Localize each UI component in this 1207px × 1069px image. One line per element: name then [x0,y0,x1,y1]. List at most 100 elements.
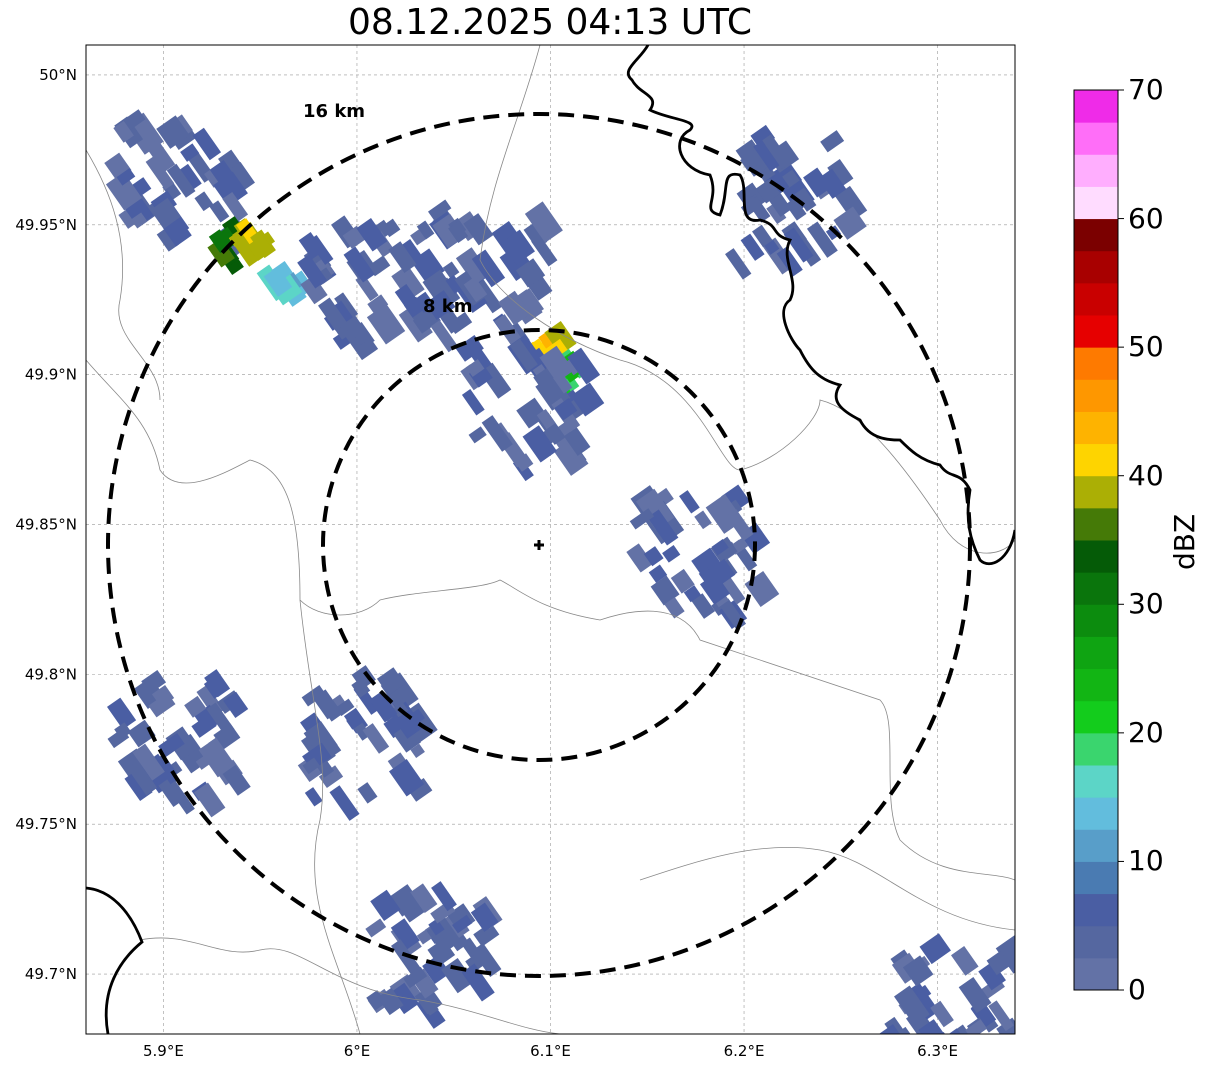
precip-pixel [158,779,183,807]
colorbar-segment [1074,893,1118,927]
x-tick-label: 6°E [344,1042,371,1060]
y-tick-label: 49.95°N [15,216,77,234]
precip-pixel [833,206,867,240]
precip-pixel [312,689,341,720]
precip-pixel [369,691,398,723]
precip-pixel [302,757,321,775]
precip-pixel [301,685,326,707]
precip-pixel [691,593,716,619]
precip-pixel [401,900,425,923]
colorbar-segment [1074,668,1118,702]
colorbar-tick-label: 20 [1128,715,1164,749]
colorbar-segment [1074,411,1118,445]
precip-pixel [130,212,148,229]
precip-pixel [445,274,463,294]
precip-pixel [536,409,556,430]
precip-pixel [375,219,393,238]
precip-pixel [441,957,475,994]
precip-pixel [391,264,425,301]
precip-pixel [156,227,180,252]
precip-pixel [643,546,664,567]
precip-pixel [123,109,146,131]
precip-pixel [367,294,389,315]
precip-pixel [752,224,773,248]
precip-pixel [191,714,217,738]
precip-pixel [498,290,531,326]
precip-pixel [209,200,230,223]
precip-pixel [365,918,387,938]
precip-pixel [106,697,137,730]
precip-pixel [466,359,485,377]
precip-pixel [303,721,338,758]
precip-pixel [481,415,513,452]
precip-pixel [180,143,200,162]
precip-pixel [464,339,492,372]
colorbar-segment [1074,218,1118,252]
precip-pixel [455,247,491,286]
precip-pixel [346,713,363,730]
precipitation-layer [104,109,1015,1034]
precip-pixel [145,155,175,190]
national-border-line [626,45,1015,566]
precip-pixel [471,942,502,978]
x-tick-label: 6.3°E [917,1042,958,1060]
colorbar-tick-label: 0 [1128,973,1146,1006]
precip-pixel [539,345,574,383]
precip-pixel [113,120,134,143]
colorbar-segment [1074,379,1118,412]
precip-pixel [184,695,207,718]
range-ring-label-8km: 8 km [423,296,473,317]
colorbar-segment [1074,475,1118,509]
precip-pixel [965,1019,987,1034]
colorbar-tick-label: 10 [1128,844,1164,878]
axis-ticks: 5.9°E 6°E 6.1°E 6.2°E 6.3°E 50°N 49.95°N 49.9°N… [15,66,958,1060]
precip-pixel [650,575,680,606]
colorbar-label: dBZ [1168,513,1201,570]
precip-pixel [452,914,473,934]
precip-pixel [988,1000,1015,1032]
colorbar-segment [1074,700,1118,734]
precip-pixel [388,241,417,273]
x-tick-label: 6.2°E [724,1042,765,1060]
precip-pixel [105,171,142,211]
colorbar-segment [1074,765,1118,798]
precip-pixel [213,723,241,750]
y-tick-label: 49.9°N [25,366,77,384]
admin-border-line [479,45,741,471]
colorbar-segment [1074,572,1118,605]
precip-pixel [203,678,223,699]
precip-pixel [764,239,780,255]
precip-pixel [915,984,932,1001]
precip-pixel [647,509,679,546]
precip-pixel [626,543,654,573]
colorbar-segment [1074,154,1118,187]
precip-pixel [766,202,787,225]
precip-pixel [175,163,202,193]
precip-pixel [463,213,494,246]
precip-pixel [428,199,452,221]
precip-pixel [437,277,458,300]
precip-pixel [166,163,196,198]
colorbar-segment [1074,797,1118,830]
x-tick-label: 6.1°E [530,1042,571,1060]
precip-pixel [158,732,185,758]
precip-pixel [919,933,951,965]
precip-pixel [318,765,344,789]
colorbar-segment [1074,861,1118,895]
precip-pixel [879,1024,901,1034]
precip-pixel [670,568,695,594]
precip-pixel [204,669,231,698]
colorbar-segment [1074,540,1118,573]
precip-pixel [356,218,388,252]
border-layer [86,45,1015,1034]
colorbar-tick-label: 70 [1128,73,1164,106]
precip-pixel [533,365,569,403]
y-tick-label: 49.8°N [25,665,77,683]
precip-pixel [377,987,404,1016]
precip-pixel [711,539,729,556]
colorbar-segment [1074,957,1118,991]
precip-pixel [116,168,136,186]
colorbar-segment [1074,925,1118,959]
precip-pixel [906,982,940,1020]
precip-pixel [355,274,379,302]
